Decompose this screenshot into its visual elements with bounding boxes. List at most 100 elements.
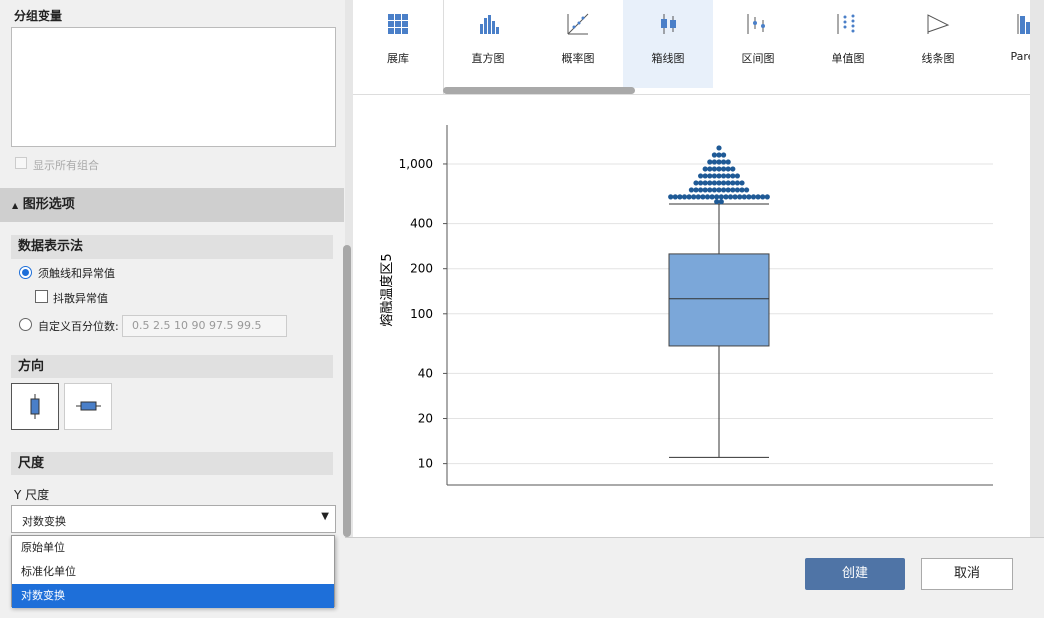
outlier-dot [721, 166, 727, 172]
gallery-tab[interactable]: 直方图 [443, 0, 533, 88]
outlier-dot [721, 152, 727, 158]
outlier-dot [739, 187, 745, 193]
outlier-dot [734, 187, 740, 193]
icon [30, 394, 40, 419]
scrollbar-thumb[interactable] [343, 245, 351, 537]
outlier-dot [725, 180, 731, 186]
tab-label: 概率图 [561, 52, 595, 65]
cancel-button[interactable]: 取消 [921, 558, 1013, 590]
gallery-scrollbar[interactable] [443, 87, 635, 94]
radio-dot [22, 269, 29, 276]
outlier-dot [716, 173, 722, 179]
gallery-tab[interactable]: 线条图 [893, 0, 983, 88]
vertical-button[interactable] [11, 383, 59, 430]
icon [927, 14, 950, 34]
gallery-tab[interactable]: 单值图 [803, 0, 893, 88]
outlier-row [698, 173, 740, 179]
percentiles-input[interactable]: 0.5 2.5 10 90 97.5 99.5 [122, 315, 287, 337]
gallery-tab[interactable]: 展库 [353, 0, 443, 88]
icon [747, 14, 765, 34]
group-listbox[interactable] [11, 27, 336, 147]
y-tick-label: 20 [418, 412, 433, 426]
tab-label: 区间图 [741, 52, 775, 65]
outlier-dot [734, 180, 740, 186]
y-tick-label: 1,000 [399, 157, 433, 171]
outlier-dot [704, 194, 711, 200]
radio[interactable] [19, 318, 32, 331]
icon [1017, 14, 1030, 34]
outlier-dot [721, 159, 727, 165]
outlier-row [702, 166, 736, 172]
gallery-tab[interactable]: Pareto [983, 0, 1030, 88]
checkbox[interactable] [15, 157, 27, 169]
create-button[interactable]: 创建 [805, 558, 905, 590]
y-tick-label: 100 [410, 307, 433, 321]
horizontal-button[interactable] [64, 383, 112, 430]
section-header[interactable]: ▲ 图形选项 [0, 188, 344, 222]
outlier-dot [750, 194, 757, 200]
icon [837, 14, 855, 34]
outlier-dot [695, 194, 701, 200]
tab-label: 展库 [387, 52, 409, 65]
outlier-dot [707, 180, 713, 186]
gallery: 展库 直方图 概率图 箱线图 区间图 单值图 线条图 Pareto [353, 0, 1030, 95]
tab-label: 线条图 [921, 52, 955, 65]
gallery-tab[interactable]: 区间图 [713, 0, 803, 88]
tab-label: Pareto [1010, 50, 1031, 63]
outlier-row [668, 194, 770, 200]
checkbox[interactable] [35, 290, 48, 303]
outlier-dot [711, 187, 717, 193]
outlier-dot [716, 166, 722, 172]
icon [388, 14, 408, 34]
outlier-row [716, 145, 722, 151]
outlier-row [707, 159, 731, 165]
outlier-dot [716, 187, 722, 193]
outlier-dot [700, 194, 706, 200]
outlier-dot [721, 173, 727, 179]
outlier-dot [707, 173, 713, 179]
outlier-dot [725, 159, 731, 165]
select-value: 对数变换 [22, 515, 66, 528]
chart: 10 20 40 100 200 400 1,000 熔融温度区5 [353, 95, 1030, 537]
outlier-dot [734, 173, 740, 179]
outlier-dot [714, 194, 720, 200]
radio-selected[interactable] [19, 266, 32, 279]
outlier-dot [698, 173, 704, 179]
outlier-dot [714, 199, 720, 205]
outlier-dot [698, 180, 704, 186]
outlier-dot [730, 187, 736, 193]
outlier-dot [727, 194, 734, 200]
outlier-dot [681, 194, 688, 200]
group-title: 数据表示法 [11, 235, 333, 259]
outlier-dot [707, 159, 713, 165]
radio-label: 须触线和异常值 [38, 267, 115, 280]
y-scale-select[interactable]: 对数变换 ▼ [11, 505, 336, 533]
field-label: Y 尺度 [14, 488, 50, 502]
outlier-dot [723, 194, 729, 200]
outlier-dot [702, 187, 708, 193]
y-tick-label: 40 [418, 366, 433, 380]
dropdown-option[interactable]: 对数变换 [12, 584, 334, 608]
radio-label: 自定义百分位数: [38, 320, 119, 333]
outlier-row [714, 199, 724, 205]
button-bar: 创建 取消 [345, 537, 1044, 618]
outlier-dot [732, 194, 738, 200]
dropdown-option[interactable]: 原始单位 [21, 541, 65, 554]
gallery-tab[interactable]: 概率图 [533, 0, 623, 88]
outlier-dot [711, 166, 717, 172]
select-arrow: ▼ [321, 511, 329, 522]
outlier-dot [737, 194, 743, 200]
y-axis-label: 熔融温度区5 [379, 253, 395, 326]
outlier-dot [711, 180, 717, 186]
outlier-dot [721, 187, 727, 193]
tab-label: 箱线图 [651, 52, 685, 65]
outlier-dot [672, 194, 678, 200]
outlier-dot [725, 166, 731, 172]
dropdown-option[interactable]: 标准化单位 [21, 565, 76, 578]
gallery-tab[interactable]: 箱线图 [623, 0, 713, 88]
outlier-dot [760, 194, 766, 200]
outlier-dot [725, 173, 731, 179]
outlier-dot [711, 152, 717, 158]
outlier-dot [686, 194, 692, 200]
outlier-dot [688, 187, 694, 193]
